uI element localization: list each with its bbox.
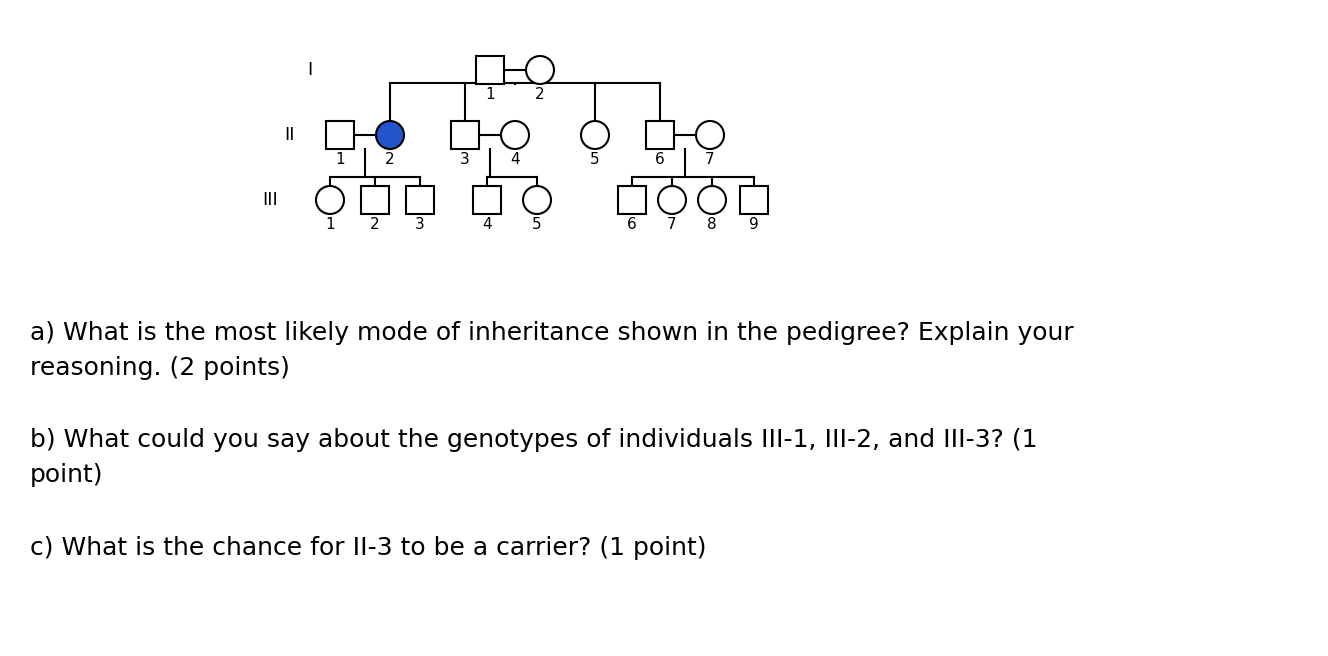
- Text: 4: 4: [482, 217, 491, 232]
- Text: 9: 9: [749, 217, 758, 232]
- Text: III: III: [262, 191, 278, 209]
- Text: reasoning. (2 points): reasoning. (2 points): [31, 356, 290, 380]
- Text: 5: 5: [590, 152, 600, 167]
- Text: 3: 3: [416, 217, 425, 232]
- Text: 1: 1: [325, 217, 335, 232]
- Circle shape: [657, 186, 687, 214]
- Circle shape: [582, 121, 610, 149]
- Text: b) What could you say about the genotypes of individuals III-1, III-2, and III-3: b) What could you say about the genotype…: [31, 428, 1037, 452]
- Bar: [361, 186, 389, 214]
- Text: 6: 6: [627, 217, 637, 232]
- Circle shape: [316, 186, 344, 214]
- Text: 7: 7: [705, 152, 714, 167]
- Circle shape: [501, 121, 529, 149]
- Text: point): point): [31, 463, 104, 487]
- Text: 4: 4: [510, 152, 519, 167]
- Bar: [618, 186, 645, 214]
- Text: 3: 3: [459, 152, 470, 167]
- Bar: [475, 56, 505, 84]
- Circle shape: [523, 186, 551, 214]
- Text: I: I: [307, 61, 312, 79]
- Text: c) What is the chance for II-3 to be a carrier? (1 point): c) What is the chance for II-3 to be a c…: [31, 536, 706, 560]
- Text: 1: 1: [485, 87, 495, 102]
- Text: 2: 2: [371, 217, 380, 232]
- Circle shape: [699, 186, 726, 214]
- Bar: [740, 186, 768, 214]
- Text: II: II: [284, 126, 295, 144]
- Bar: [325, 121, 355, 149]
- Circle shape: [526, 56, 554, 84]
- Text: 7: 7: [667, 217, 677, 232]
- Text: 8: 8: [708, 217, 717, 232]
- Bar: [406, 186, 434, 214]
- Text: 2: 2: [385, 152, 394, 167]
- Bar: [452, 121, 479, 149]
- Text: a) What is the most likely mode of inheritance shown in the pedigree? Explain yo: a) What is the most likely mode of inher…: [31, 321, 1074, 345]
- Text: 2: 2: [535, 87, 544, 102]
- Bar: [645, 121, 675, 149]
- Text: 5: 5: [533, 217, 542, 232]
- Text: 1: 1: [335, 152, 345, 167]
- Bar: [473, 186, 501, 214]
- Circle shape: [376, 121, 404, 149]
- Circle shape: [696, 121, 724, 149]
- Text: 6: 6: [655, 152, 665, 167]
